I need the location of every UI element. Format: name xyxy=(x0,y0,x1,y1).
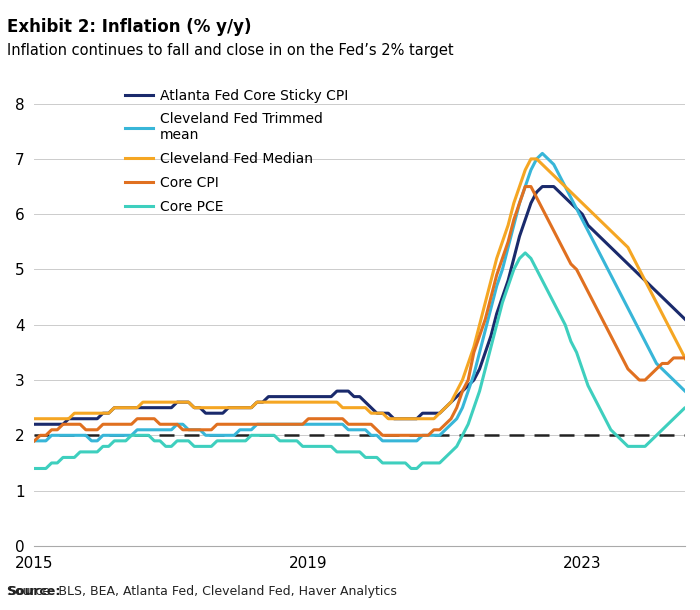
Text: Source: BLS, BEA, Atlanta Fed, Cleveland Fed, Haver Analytics: Source: BLS, BEA, Atlanta Fed, Cleveland… xyxy=(7,585,397,598)
Text: Inflation continues to fall and close in on the Fed’s 2% target: Inflation continues to fall and close in… xyxy=(7,43,454,58)
Text: Source:: Source: xyxy=(7,585,60,598)
Legend: Atlanta Fed Core Sticky CPI, Cleveland Fed Trimmed
mean, Cleveland Fed Median, C: Atlanta Fed Core Sticky CPI, Cleveland F… xyxy=(120,83,354,219)
Text: Exhibit 2: Inflation (% y/y): Exhibit 2: Inflation (% y/y) xyxy=(7,18,251,37)
